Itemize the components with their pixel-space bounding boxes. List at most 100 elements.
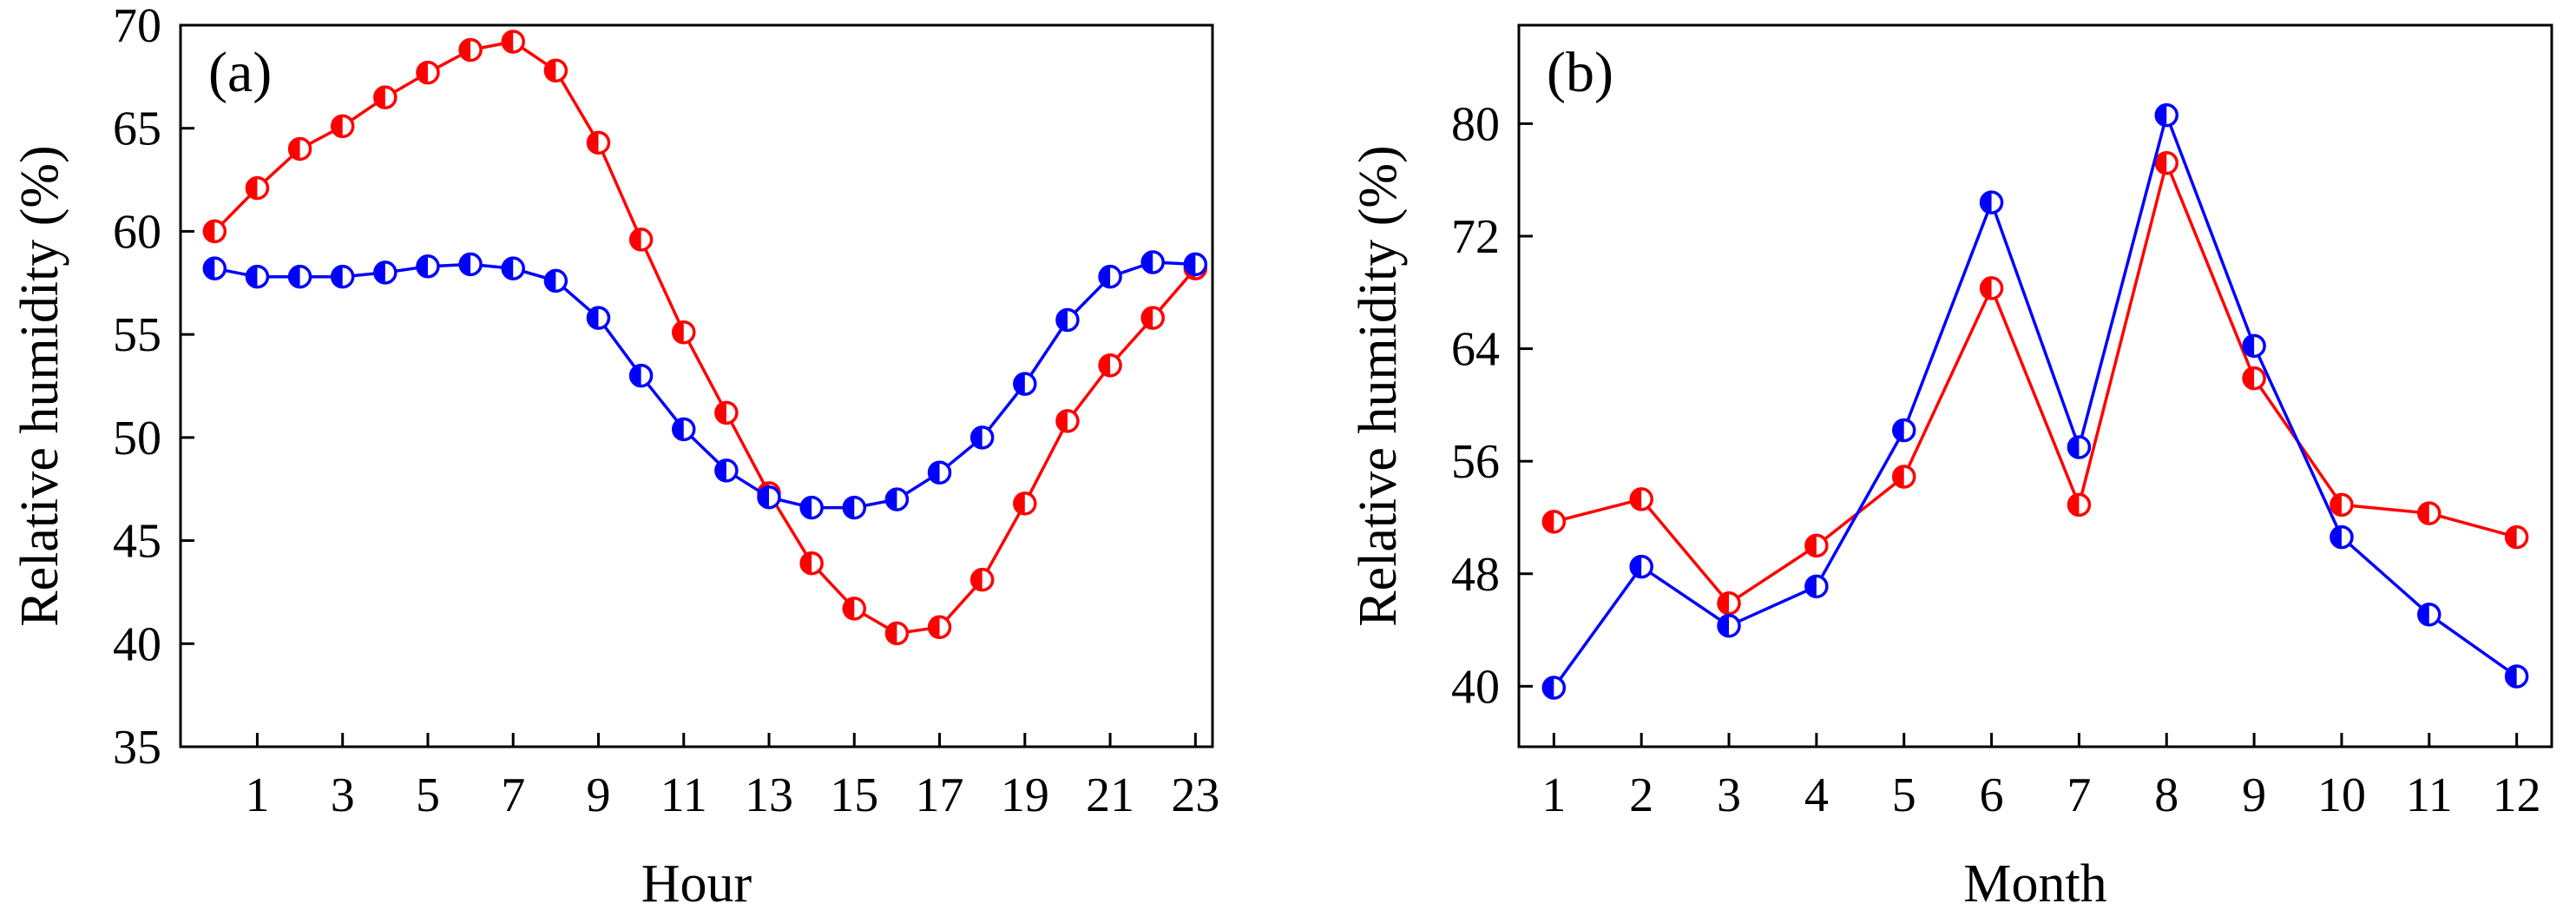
data-point bbox=[1098, 353, 1122, 378]
data-point bbox=[2330, 524, 2354, 550]
x-tick-label: 5 bbox=[416, 768, 440, 822]
marker-outline bbox=[1541, 510, 1567, 534]
marker-outline bbox=[628, 363, 654, 388]
marker-outline bbox=[416, 254, 440, 279]
marker-outline bbox=[927, 460, 952, 485]
data-point bbox=[2242, 366, 2266, 391]
marker-outline bbox=[2330, 524, 2354, 550]
data-point bbox=[884, 621, 910, 646]
marker-outline bbox=[1098, 353, 1122, 378]
marker-outline bbox=[2242, 366, 2266, 391]
plot-frame bbox=[179, 23, 1214, 748]
data-point bbox=[2417, 501, 2441, 525]
x-tick-label: 9 bbox=[2242, 768, 2266, 822]
marker-outline bbox=[884, 621, 910, 646]
marker-outline bbox=[2067, 435, 2092, 459]
marker-outline bbox=[2242, 333, 2266, 359]
data-point bbox=[458, 252, 483, 277]
marker-outline bbox=[543, 268, 568, 293]
y-tick-label: 40 bbox=[1451, 660, 1500, 714]
y-tick-label: 56 bbox=[1451, 435, 1500, 489]
x-tick-label: 9 bbox=[586, 768, 610, 822]
x-tick-label: 1 bbox=[1541, 768, 1566, 822]
data-point bbox=[1979, 276, 2004, 300]
data-point bbox=[245, 175, 270, 201]
data-point bbox=[330, 114, 355, 139]
x-tick-label: 8 bbox=[2154, 768, 2178, 822]
data-point bbox=[1055, 409, 1080, 433]
x-tick-label: 7 bbox=[501, 768, 525, 822]
marker-outline bbox=[1055, 307, 1080, 333]
data-point bbox=[416, 254, 440, 279]
data-point bbox=[1013, 491, 1037, 516]
data-point bbox=[287, 136, 312, 162]
data-point bbox=[2242, 333, 2266, 359]
y-tick-label: 55 bbox=[113, 308, 161, 362]
x-tick-label: 13 bbox=[745, 768, 793, 822]
marker-outline bbox=[202, 256, 227, 280]
marker-outline bbox=[2417, 602, 2441, 627]
marker-outline bbox=[586, 306, 611, 330]
x-tick-label: 23 bbox=[1171, 768, 1219, 822]
marker-outline bbox=[2330, 492, 2354, 518]
x-tick-label: 7 bbox=[2067, 768, 2091, 822]
marker-outline bbox=[1541, 676, 1567, 700]
data-point bbox=[2330, 492, 2354, 518]
marker-outline bbox=[287, 264, 312, 289]
data-point bbox=[757, 485, 781, 510]
data-point bbox=[1804, 574, 1829, 599]
data-point bbox=[586, 306, 611, 330]
marker-outline bbox=[2504, 664, 2529, 689]
x-tick-label: 5 bbox=[1892, 768, 1916, 822]
x-tick-label: 2 bbox=[1629, 768, 1653, 822]
marker-outline bbox=[1979, 276, 2004, 300]
y-tick-label: 40 bbox=[113, 617, 161, 671]
x-tick-label: 1 bbox=[245, 768, 269, 822]
data-point bbox=[842, 597, 867, 621]
marker-outline bbox=[672, 417, 696, 442]
data-point bbox=[2417, 602, 2441, 627]
data-point bbox=[799, 495, 824, 520]
marker-outline bbox=[884, 487, 910, 511]
marker-outline bbox=[757, 485, 781, 510]
data-point bbox=[501, 30, 525, 54]
y-tick-label: 50 bbox=[113, 412, 161, 465]
data-point bbox=[799, 551, 824, 576]
y-tick-label: 48 bbox=[1451, 548, 1500, 602]
data-point bbox=[1541, 676, 1567, 700]
marker-outline bbox=[842, 495, 867, 520]
data-point bbox=[927, 460, 952, 485]
marker-outline bbox=[1140, 250, 1165, 274]
marker-outline bbox=[501, 30, 525, 54]
y-axis-title: Relative humidity (%) bbox=[10, 145, 69, 626]
marker-outline bbox=[1098, 264, 1122, 289]
marker-outline bbox=[1629, 487, 1653, 511]
marker-outline bbox=[458, 252, 483, 277]
series-line bbox=[214, 40, 1197, 636]
marker-outline bbox=[373, 85, 398, 109]
marker-outline bbox=[373, 260, 398, 285]
data-point bbox=[1717, 591, 1741, 616]
x-tick-label: 11 bbox=[2406, 768, 2453, 822]
marker-outline bbox=[799, 551, 824, 576]
marker-outline bbox=[714, 458, 739, 483]
y-tick-label: 80 bbox=[1451, 97, 1500, 151]
marker-outline bbox=[1140, 306, 1165, 330]
data-point bbox=[927, 615, 952, 640]
data-point bbox=[586, 130, 611, 155]
data-point bbox=[1055, 307, 1080, 333]
data-point bbox=[1098, 264, 1122, 289]
data-point bbox=[2067, 435, 2092, 459]
series-1-blue bbox=[202, 250, 1208, 520]
marker-outline bbox=[330, 114, 355, 139]
data-point bbox=[245, 264, 270, 289]
x-tick-label: 4 bbox=[1804, 768, 1829, 822]
chart-panel-a: 1 3 5 7 9 11 13 15 17 19 21 233540455055606570HourR… bbox=[10, 0, 1219, 910]
series-0-red bbox=[1541, 150, 2529, 616]
marker-outline bbox=[1717, 613, 1741, 638]
data-point bbox=[458, 37, 483, 63]
marker-outline bbox=[799, 495, 824, 520]
series-line bbox=[214, 260, 1196, 510]
data-point bbox=[373, 85, 398, 109]
data-point bbox=[969, 567, 995, 592]
